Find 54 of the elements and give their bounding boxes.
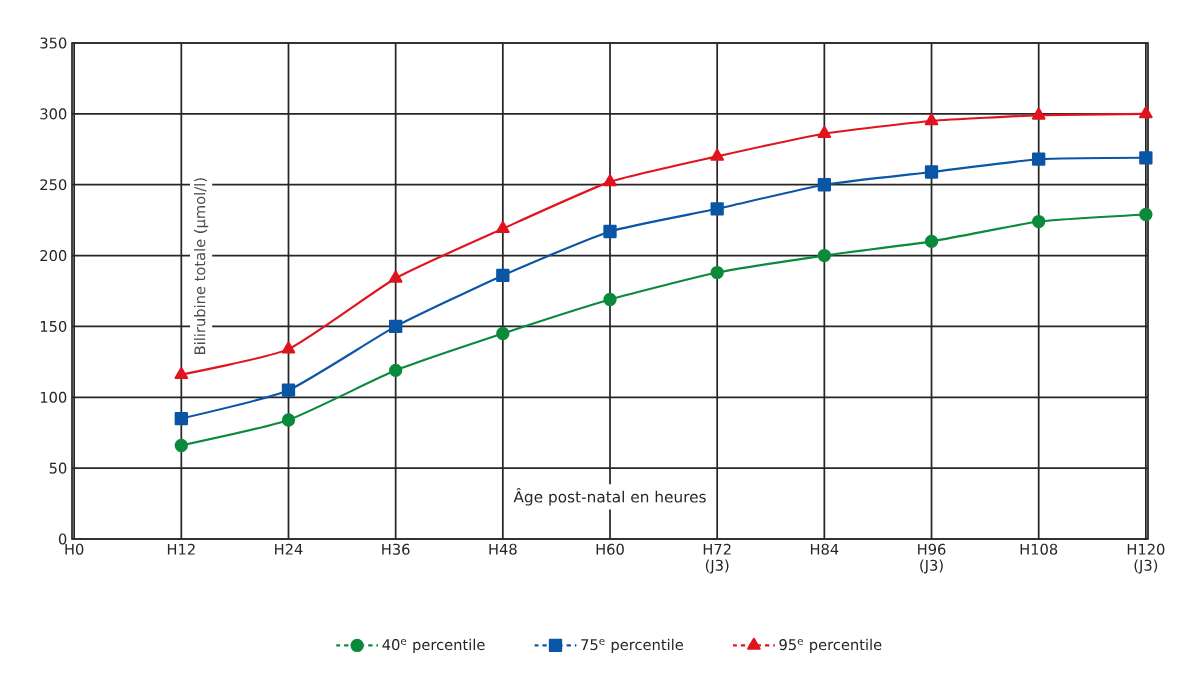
x-tick-label: H72 (J3) xyxy=(703,543,731,574)
x-tick-label: H36 xyxy=(382,543,410,555)
point xyxy=(1031,107,1046,120)
y-tick-label: 150 xyxy=(40,320,67,332)
legend-label: 95$^{e}$ percentile xyxy=(779,638,882,654)
x-tick-label: H120 (J3) xyxy=(1127,543,1165,574)
y-tick-label: 0 xyxy=(58,533,67,545)
point xyxy=(1139,151,1153,165)
y-axis-title: Bilirubine totale (µmol/l) xyxy=(194,178,209,354)
point xyxy=(603,224,617,239)
point xyxy=(388,270,403,283)
point xyxy=(1032,214,1046,229)
point xyxy=(174,411,188,426)
point xyxy=(924,234,939,249)
x-axis-title: Âge post-natal en heures xyxy=(513,488,706,506)
x-tick-label: H24 xyxy=(275,543,303,555)
point xyxy=(174,366,189,380)
point xyxy=(817,125,832,139)
x-tick-label: H12 xyxy=(167,543,195,555)
y-tick-label: 350 xyxy=(40,37,67,49)
point xyxy=(1139,106,1153,119)
point xyxy=(496,268,510,283)
y-tick-label: 100 xyxy=(40,391,67,403)
point xyxy=(710,265,724,280)
x-tick-label: H84 xyxy=(810,543,839,555)
point xyxy=(924,165,939,179)
legend-label: 75$^{e}$ percentile xyxy=(581,638,683,654)
x-tick-label: H60 xyxy=(596,543,624,555)
point xyxy=(174,438,188,453)
point xyxy=(710,202,724,216)
point xyxy=(496,326,510,341)
y-tick-label: 200 xyxy=(40,250,67,262)
point xyxy=(1032,152,1046,166)
point xyxy=(495,220,510,234)
point xyxy=(710,148,725,161)
point xyxy=(281,413,296,427)
y-tick-label: 250 xyxy=(40,179,67,191)
x-tick-label: H96 (J3) xyxy=(918,543,946,574)
x-tick-label: H108 xyxy=(1020,543,1058,555)
legend-label: 40$^{e}$ percentile xyxy=(382,638,485,654)
point xyxy=(817,178,832,192)
point xyxy=(924,113,939,126)
point xyxy=(388,319,403,334)
point xyxy=(281,341,296,354)
x-tick-label: H48 xyxy=(489,543,517,555)
point xyxy=(1139,207,1153,222)
point xyxy=(603,174,617,187)
y-tick-label: 50 xyxy=(49,462,67,474)
point xyxy=(388,363,403,378)
point xyxy=(817,248,832,263)
y-tick-label: 300 xyxy=(40,108,67,120)
point xyxy=(603,292,617,307)
x-tick-label: H0 xyxy=(65,543,84,555)
point xyxy=(281,383,296,397)
